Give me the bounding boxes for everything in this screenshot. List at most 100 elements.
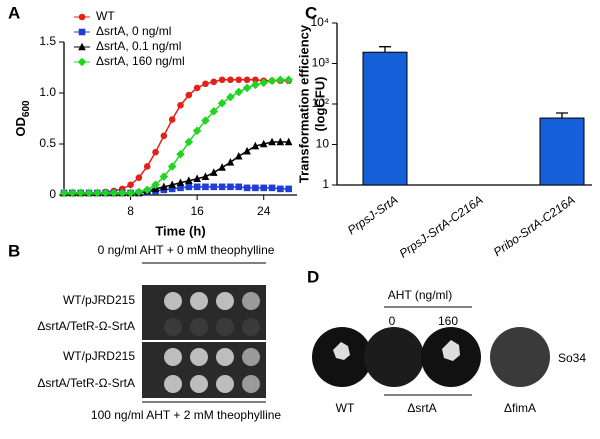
plate-well — [364, 327, 424, 387]
data-point — [176, 149, 185, 159]
colony-spot — [164, 318, 182, 336]
group-label: ΔfimA — [504, 401, 536, 415]
colony-spot — [242, 375, 260, 393]
data-point — [218, 163, 226, 171]
data-point — [285, 185, 292, 193]
data-point — [260, 184, 268, 192]
data-point — [109, 188, 119, 198]
legend-label: ΔsrtA, 0 ng/ml — [96, 24, 171, 38]
data-point — [217, 98, 227, 108]
colony-spot — [164, 292, 182, 310]
data-point — [167, 162, 177, 171]
dose-header: AHT (ng/ml) — [388, 288, 452, 302]
data-point — [168, 180, 176, 189]
y-tick-label: 1.5 — [39, 34, 56, 48]
data-point — [159, 172, 169, 181]
data-point — [218, 183, 226, 191]
data-point — [276, 137, 285, 146]
data-point — [160, 182, 168, 191]
colony-spot — [190, 375, 208, 393]
data-point — [210, 183, 218, 191]
bar — [539, 117, 585, 186]
data-point — [143, 163, 151, 170]
data-point — [259, 78, 269, 88]
data-point — [184, 137, 194, 147]
colony-spot — [216, 318, 234, 336]
data-point — [243, 76, 251, 84]
colony-spot — [216, 375, 234, 393]
data-point — [193, 174, 201, 182]
y-tick-label: 10³ — [312, 56, 329, 70]
y-tick-label: 1 — [322, 177, 329, 191]
data-point — [226, 92, 235, 102]
colony-spot — [216, 292, 234, 310]
colony-spot — [164, 348, 182, 366]
x-tick-label: 16 — [190, 204, 204, 218]
data-point — [68, 188, 77, 198]
data-point — [135, 174, 143, 181]
data-point — [202, 80, 209, 88]
legend-marker — [78, 13, 86, 21]
colony-spot — [190, 292, 208, 310]
data-point — [259, 139, 268, 148]
data-point — [202, 183, 209, 191]
data-point — [84, 188, 94, 198]
data-point — [252, 76, 259, 84]
data-point — [235, 76, 243, 84]
data-point — [76, 188, 85, 198]
data-point — [268, 137, 276, 146]
biofilm — [442, 340, 460, 361]
data-point — [235, 183, 243, 191]
y-axis-label: (logCFU) — [312, 77, 327, 132]
colony-spot — [242, 292, 260, 310]
data-point — [267, 76, 277, 86]
data-point — [168, 116, 176, 123]
colony-spot — [242, 348, 260, 366]
y-tick-label: 10⁴ — [310, 15, 329, 29]
data-point — [134, 187, 144, 197]
data-point — [243, 184, 251, 192]
y-tick-label: 0 — [49, 187, 56, 201]
legend-label: ΔsrtA, 160 ng/ml — [96, 54, 185, 68]
x-tick-label: 24 — [257, 204, 271, 218]
data-point — [234, 151, 243, 160]
condition-label: 0 ng/ml AHT + 0 mM theophylline — [98, 243, 275, 257]
y-tick-label: 10 — [316, 137, 330, 151]
data-point — [168, 185, 176, 193]
data-point — [59, 188, 69, 198]
data-point — [101, 188, 110, 198]
row-label: WT/pJRD215 — [63, 293, 135, 307]
data-point — [276, 75, 285, 85]
data-point — [92, 188, 102, 198]
plate-well — [490, 327, 550, 387]
legend-marker — [77, 57, 87, 67]
error-bar — [556, 112, 568, 119]
data-point — [201, 172, 210, 180]
error-bar — [379, 46, 391, 53]
data-point — [284, 137, 293, 146]
data-point — [177, 101, 184, 109]
data-point — [126, 188, 135, 198]
panel-letter: A — [8, 3, 20, 22]
y-tick-label: 0.5 — [39, 136, 56, 150]
data-point — [252, 184, 259, 192]
y-axis-label: Transformation efficiency — [296, 24, 311, 183]
data-point — [127, 181, 134, 189]
data-point — [226, 158, 235, 166]
data-point — [284, 75, 293, 85]
biofilm — [333, 342, 350, 360]
data-point — [234, 87, 244, 97]
legend-label: ΔsrtA, 0.1 ng/ml — [96, 39, 181, 53]
x-tick-label: PrpsJ-SrtA-C216A — [397, 193, 486, 261]
strain-label: So34 — [558, 351, 586, 365]
dose-label: 160 — [438, 314, 458, 328]
y-axis-label-sub: 600 — [21, 100, 32, 117]
group-label: ΔsrtA — [407, 401, 436, 415]
data-point — [210, 78, 218, 86]
data-point — [243, 146, 251, 155]
data-point — [209, 168, 218, 176]
data-point — [227, 76, 234, 84]
data-point — [176, 178, 185, 187]
data-point — [218, 76, 226, 84]
data-point — [268, 184, 276, 192]
